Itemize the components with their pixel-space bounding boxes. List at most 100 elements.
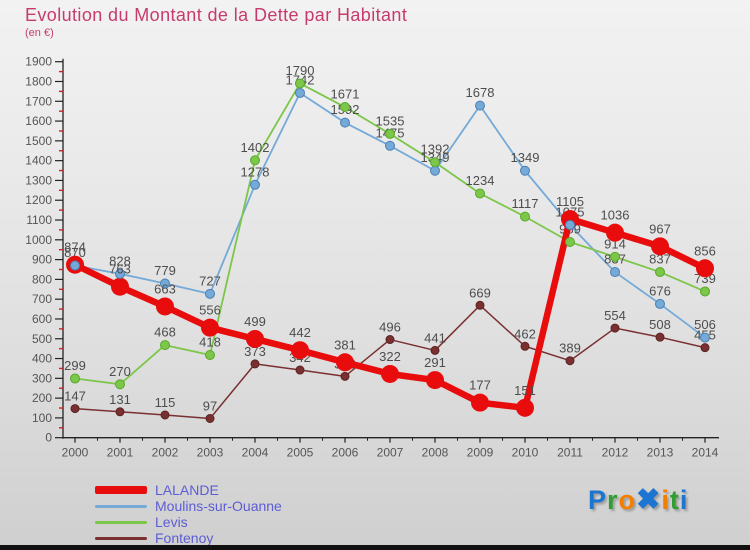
- svg-text:1105: 1105: [556, 194, 584, 209]
- svg-text:508: 508: [649, 317, 671, 332]
- svg-text:177: 177: [469, 378, 491, 393]
- svg-text:2008: 2008: [422, 446, 449, 460]
- svg-text:131: 131: [109, 392, 131, 407]
- svg-text:663: 663: [154, 281, 176, 296]
- debt-evolution-chart: 0 100 200 300 400 500 600 700 800 900 1000 1100 1200…: [25, 55, 719, 460]
- svg-text:1500: 1500: [25, 134, 52, 148]
- svg-text:100: 100: [32, 411, 52, 425]
- svg-text:727: 727: [199, 273, 221, 288]
- svg-text:441: 441: [424, 330, 446, 345]
- svg-text:400: 400: [32, 352, 52, 366]
- svg-text:2002: 2002: [152, 446, 179, 460]
- svg-text:967: 967: [649, 221, 671, 236]
- legend-swatch-levis: [95, 520, 147, 524]
- svg-text:900: 900: [32, 253, 52, 267]
- logo-letter: ✖: [636, 484, 662, 516]
- svg-text:468: 468: [154, 325, 176, 340]
- svg-text:389: 389: [559, 341, 581, 356]
- svg-text:700: 700: [32, 292, 52, 306]
- svg-text:1400: 1400: [25, 154, 52, 168]
- page-subtitle: (en €): [25, 27, 54, 39]
- svg-text:1036: 1036: [601, 208, 630, 223]
- proxiti-logo: Pro✖iti: [588, 482, 688, 517]
- svg-text:1392: 1392: [421, 142, 450, 157]
- svg-text:870: 870: [64, 245, 86, 260]
- svg-text:115: 115: [155, 395, 176, 410]
- chart-legend: LALANDE Moulins-sur-Ouanne Levis Fonteno…: [95, 482, 282, 546]
- page-title: Evolution du Montant de la Dette par Hab…: [25, 5, 408, 25]
- svg-text:499: 499: [244, 314, 266, 329]
- legend-label-moulins-sur-ouanne: Moulins-sur-Ouanne: [155, 498, 282, 514]
- svg-text:322: 322: [379, 349, 401, 364]
- svg-text:1234: 1234: [466, 173, 495, 188]
- svg-text:763: 763: [109, 262, 131, 277]
- svg-text:373: 373: [244, 344, 266, 359]
- svg-text:1000: 1000: [25, 233, 52, 247]
- svg-text:2004: 2004: [242, 446, 269, 460]
- svg-text:2003: 2003: [197, 446, 224, 460]
- chart-header: Evolution du Montant de la Dette par Hab…: [25, 5, 407, 39]
- legend-label-lalande: LALANDE: [155, 482, 219, 498]
- svg-text:837: 837: [649, 252, 671, 267]
- legend-item-lalande: LALANDE: [95, 482, 282, 498]
- svg-text:299: 299: [64, 358, 86, 373]
- legend-swatch-fontenoy: [95, 536, 147, 540]
- svg-text:506: 506: [694, 317, 716, 332]
- svg-text:669: 669: [469, 285, 491, 300]
- legend-item-levis: Levis: [95, 514, 282, 530]
- svg-text:856: 856: [694, 243, 716, 258]
- svg-text:270: 270: [109, 364, 131, 379]
- svg-text:300: 300: [32, 371, 52, 385]
- svg-text:97: 97: [203, 399, 217, 414]
- svg-text:1671: 1671: [331, 87, 360, 102]
- svg-text:442: 442: [289, 325, 311, 340]
- svg-text:600: 600: [32, 312, 52, 326]
- svg-text:1349: 1349: [511, 150, 540, 165]
- svg-text:0: 0: [45, 431, 52, 445]
- logo-letter: i: [679, 485, 689, 515]
- svg-text:200: 200: [32, 391, 52, 405]
- svg-text:1800: 1800: [25, 74, 52, 88]
- svg-text:1100: 1100: [26, 213, 52, 227]
- window-bottom-border: [0, 545, 750, 550]
- svg-text:1278: 1278: [241, 164, 270, 179]
- svg-text:828: 828: [109, 253, 131, 268]
- svg-text:800: 800: [32, 272, 52, 286]
- svg-text:2005: 2005: [287, 446, 314, 460]
- legend-label-levis: Levis: [155, 514, 188, 530]
- svg-text:2009: 2009: [467, 446, 494, 460]
- svg-text:1600: 1600: [25, 114, 52, 128]
- svg-text:2013: 2013: [647, 446, 674, 460]
- logo-letter: i: [661, 485, 670, 515]
- logo-letter: r: [607, 485, 619, 515]
- svg-text:1300: 1300: [25, 173, 52, 187]
- svg-text:151: 151: [514, 383, 536, 398]
- svg-text:1678: 1678: [466, 85, 495, 100]
- svg-text:2014: 2014: [692, 446, 719, 460]
- svg-text:462: 462: [514, 326, 536, 341]
- svg-text:2006: 2006: [332, 446, 359, 460]
- svg-text:291: 291: [424, 355, 446, 370]
- svg-text:1402: 1402: [241, 140, 270, 155]
- svg-text:914: 914: [604, 236, 626, 251]
- svg-text:1117: 1117: [512, 196, 539, 211]
- legend-swatch-moulins-sur-ouanne: [95, 504, 147, 508]
- legend-swatch-lalande: [95, 486, 147, 494]
- svg-text:1535: 1535: [376, 113, 405, 128]
- logo-letter: t: [669, 485, 680, 515]
- legend-label-fontenoy: Fontenoy: [155, 530, 214, 546]
- logo-letter: P: [588, 485, 608, 515]
- logo-letter: o: [618, 485, 637, 515]
- svg-text:1200: 1200: [25, 193, 52, 207]
- svg-text:554: 554: [604, 308, 626, 323]
- svg-text:1700: 1700: [25, 94, 52, 108]
- svg-text:496: 496: [379, 320, 401, 335]
- svg-text:2010: 2010: [512, 446, 539, 460]
- svg-text:779: 779: [154, 263, 176, 278]
- svg-text:556: 556: [199, 303, 221, 318]
- svg-text:147: 147: [64, 389, 86, 404]
- legend-item-moulins-sur-ouanne: Moulins-sur-Ouanne: [95, 498, 282, 514]
- svg-text:2012: 2012: [602, 446, 629, 460]
- svg-text:381: 381: [334, 337, 356, 352]
- svg-text:2007: 2007: [377, 446, 404, 460]
